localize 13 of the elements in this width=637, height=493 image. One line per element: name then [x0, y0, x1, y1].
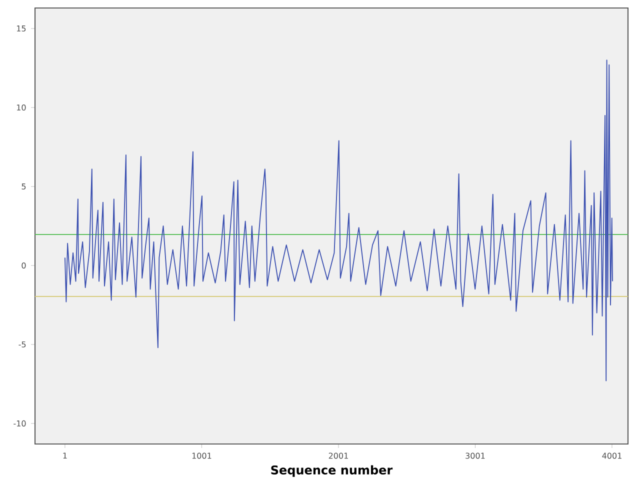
- y-tick-label: -10: [14, 420, 26, 426]
- x-tick-label: 4001: [602, 452, 622, 459]
- x-axis-title: Sequence number: [271, 465, 393, 477]
- x-tick-label: 1001: [192, 452, 212, 459]
- y-tick-label: 5: [22, 184, 26, 190]
- y-tick-label: 15: [16, 26, 26, 32]
- y-tick-label: 10: [16, 104, 26, 111]
- y-tick-label: 0: [22, 262, 26, 268]
- line-series: [64, 60, 614, 382]
- y-tick-label: -5: [18, 341, 26, 348]
- x-tick-label: 3001: [466, 452, 485, 459]
- x-tick-label: 1: [63, 452, 67, 459]
- x-tick-label: 2001: [328, 452, 348, 459]
